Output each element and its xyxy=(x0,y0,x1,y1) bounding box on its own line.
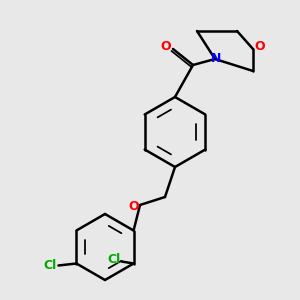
Text: Cl: Cl xyxy=(107,253,120,266)
Text: O: O xyxy=(255,40,265,53)
Text: N: N xyxy=(211,52,221,65)
Text: Cl: Cl xyxy=(44,259,57,272)
Text: O: O xyxy=(161,40,171,53)
Text: O: O xyxy=(129,200,139,214)
